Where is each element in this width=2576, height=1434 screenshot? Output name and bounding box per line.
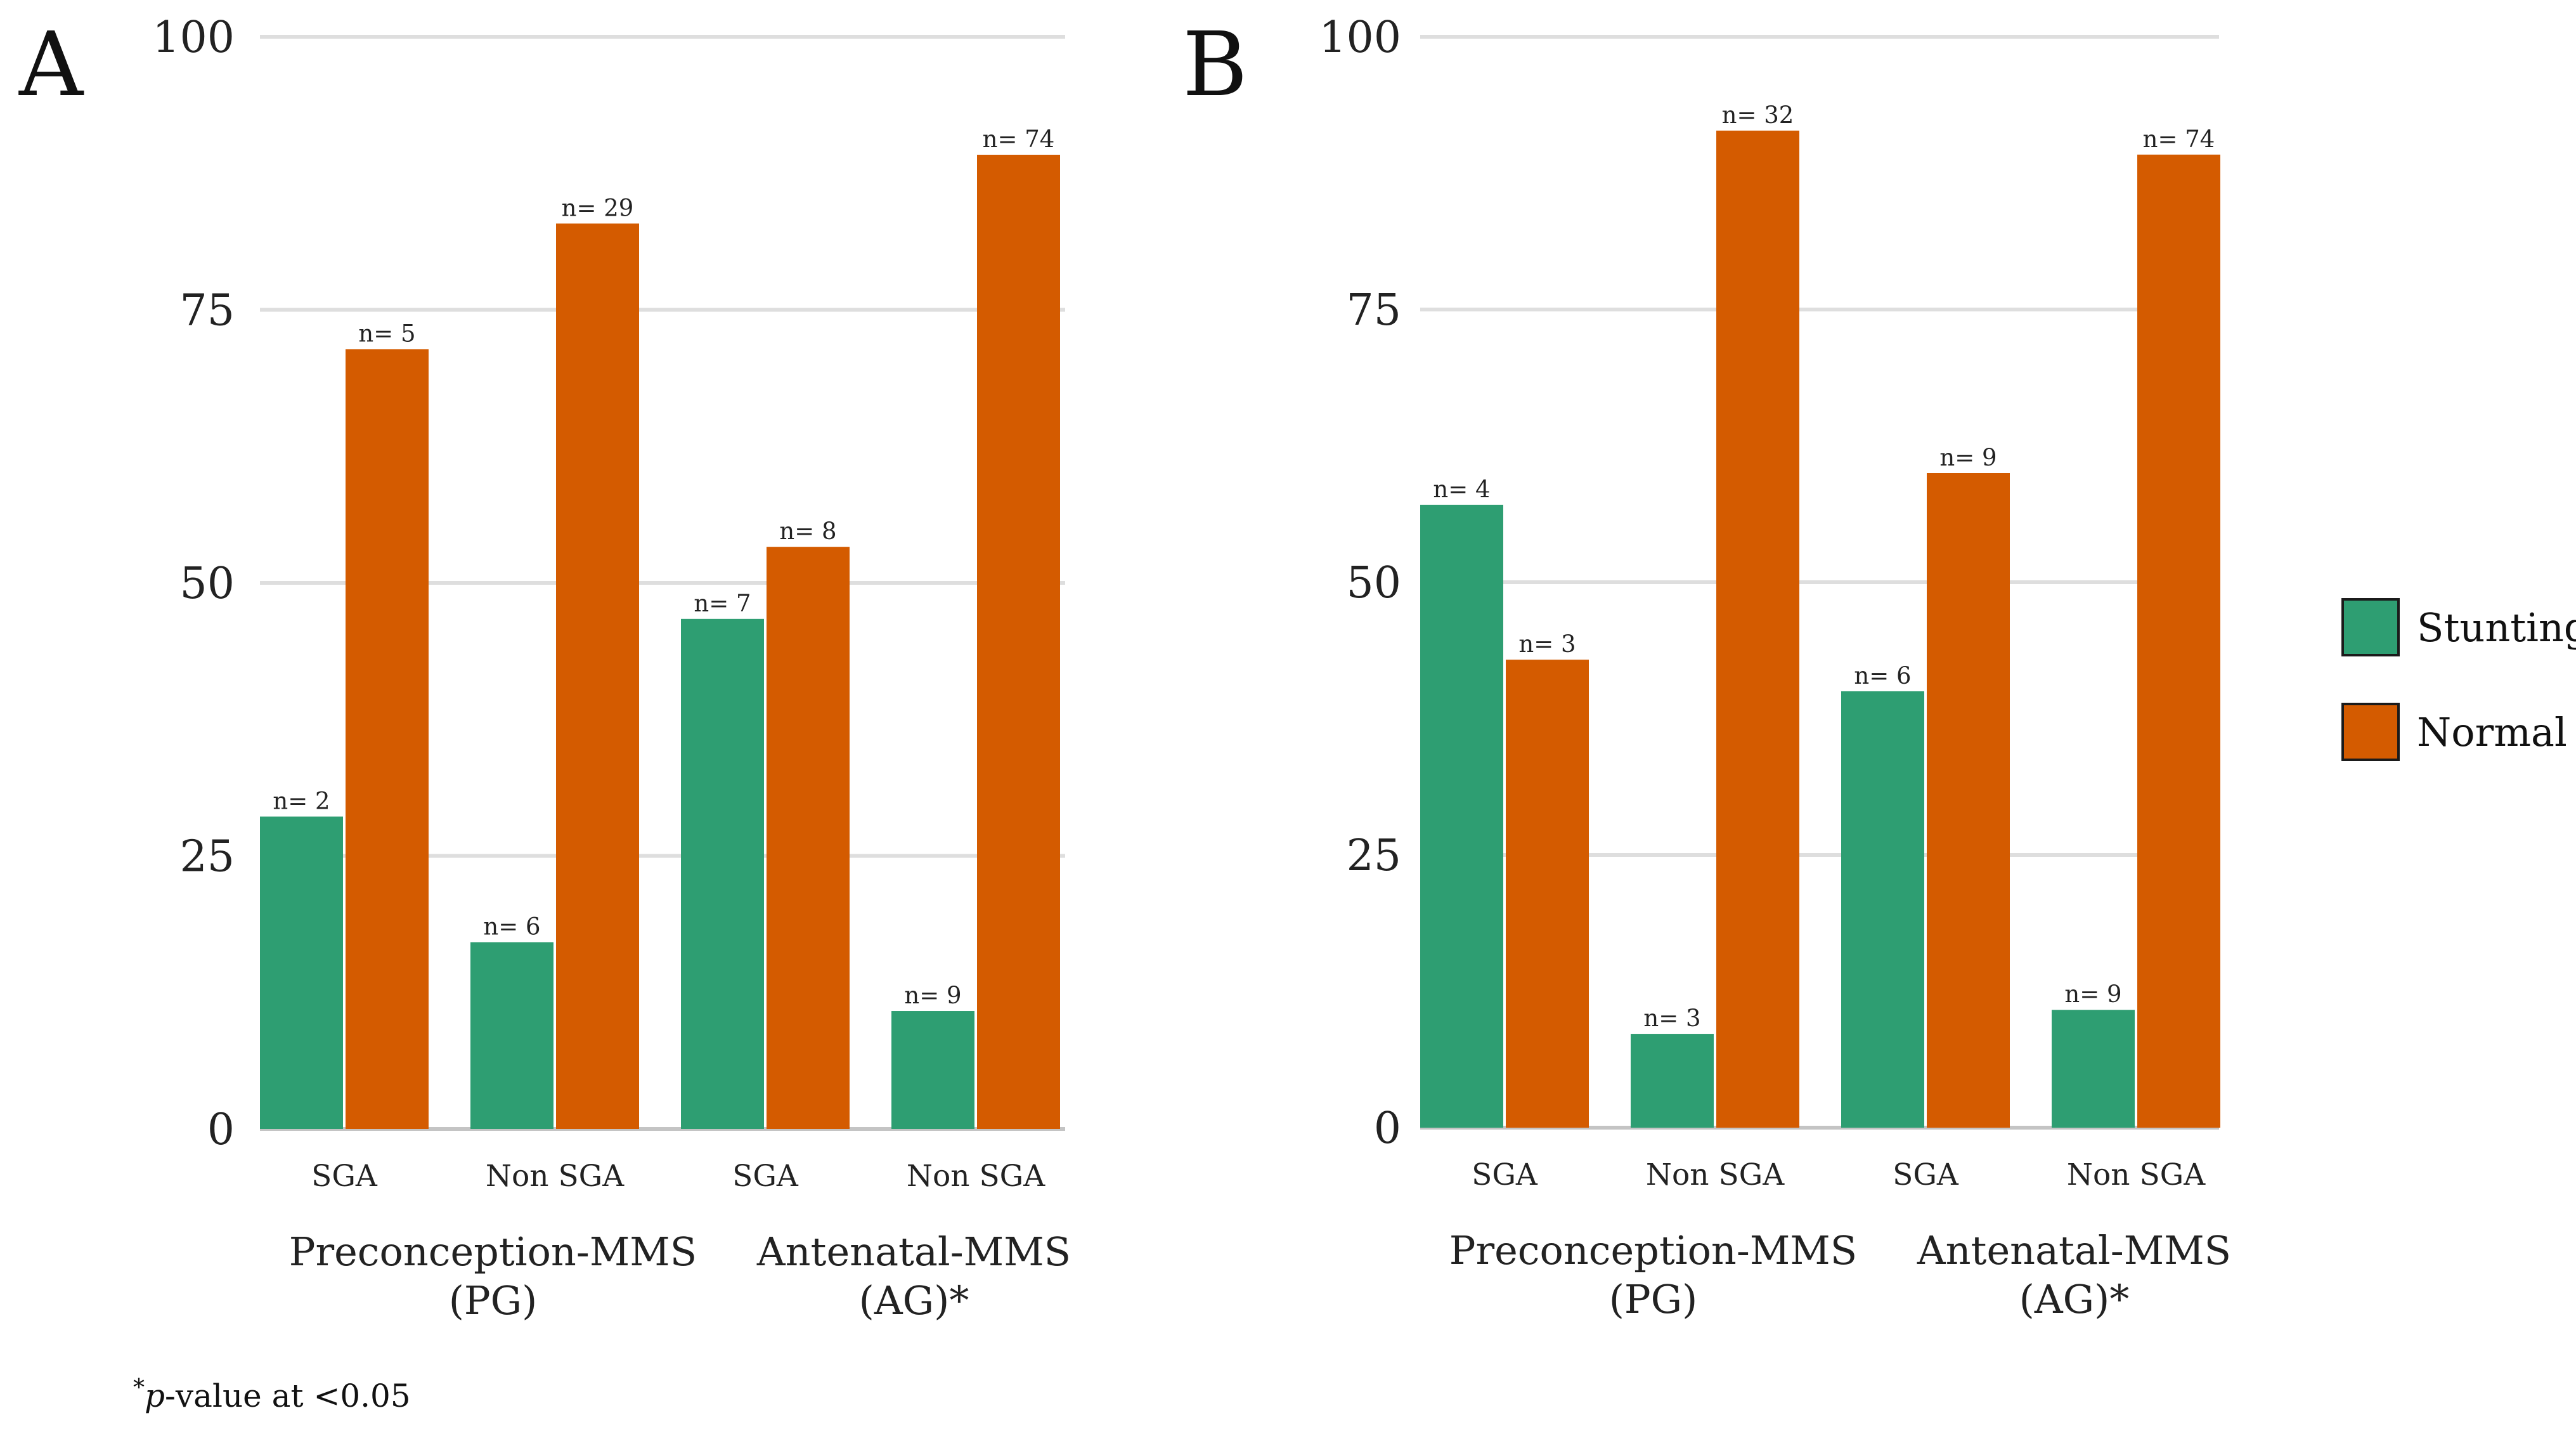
footnote-star: * bbox=[133, 1375, 145, 1401]
group-label: (AG)* bbox=[859, 1277, 969, 1324]
bar-count-label: n= 3 bbox=[1518, 630, 1576, 658]
bar-stunting bbox=[470, 942, 553, 1129]
bar-count-label: n= 29 bbox=[562, 194, 634, 221]
bar-stunting bbox=[2052, 1010, 2135, 1128]
group-label: Preconception-MMS bbox=[289, 1229, 697, 1275]
bar-normal bbox=[767, 547, 850, 1129]
bar-count-label: n= 9 bbox=[1939, 444, 1997, 471]
group-label: Antenatal-MMS bbox=[756, 1229, 1071, 1275]
legend-swatch-normal bbox=[2341, 703, 2400, 761]
bar-count-label: n= 4 bbox=[1433, 476, 1490, 503]
bar-stunting bbox=[260, 816, 343, 1129]
bar-count-label: n= 9 bbox=[2064, 981, 2121, 1008]
x-category-label: SGA bbox=[1893, 1157, 1959, 1192]
legend: Stunting Normal bbox=[2341, 598, 2576, 761]
y-tick-label: 25 bbox=[179, 832, 235, 882]
bar-count-label: n= 7 bbox=[694, 590, 751, 617]
bar-count-label: n= 6 bbox=[483, 913, 540, 941]
panel-label: B bbox=[1182, 13, 1248, 117]
group-label: (PG) bbox=[1609, 1276, 1698, 1322]
x-category-label: Non SGA bbox=[1646, 1157, 1785, 1192]
group-label: (PG) bbox=[449, 1277, 538, 1324]
footnote-p: p bbox=[145, 1378, 165, 1414]
panel-label: A bbox=[18, 13, 84, 117]
y-tick-label: 25 bbox=[1346, 831, 1401, 881]
bar-stunting bbox=[1841, 691, 1924, 1128]
x-category-label: Non SGA bbox=[2067, 1157, 2206, 1192]
bar-count-label: n= 74 bbox=[983, 126, 1055, 153]
bar-normal bbox=[556, 223, 639, 1129]
bar-stunting bbox=[1420, 504, 1503, 1128]
x-category-label: SGA bbox=[1472, 1157, 1538, 1192]
x-category-label: SGA bbox=[732, 1159, 799, 1194]
bar-stunting bbox=[891, 1011, 974, 1129]
y-tick-label: 50 bbox=[1346, 558, 1401, 608]
bar-normal bbox=[2137, 154, 2220, 1128]
bar-count-label: n= 9 bbox=[904, 982, 961, 1009]
bar-count-label: n= 6 bbox=[1854, 662, 1911, 689]
panel-a: A 0 25 50 75 100 n= 2 n= 5 SGA n= 6 n= 29 Non SGA n=… bbox=[18, 13, 1071, 1324]
y-tick-label: 75 bbox=[1346, 285, 1401, 336]
y-tick-label: 75 bbox=[179, 286, 235, 336]
bar-normal bbox=[1716, 130, 1799, 1128]
bar-count-label: n= 32 bbox=[1722, 101, 1794, 129]
y-tick-label: 100 bbox=[1319, 13, 1401, 63]
legend-label-normal: Normal bbox=[2417, 709, 2567, 755]
y-tick-label: 50 bbox=[179, 559, 235, 609]
bar-count-label: n= 74 bbox=[2143, 126, 2215, 153]
y-tick-label: 0 bbox=[1374, 1104, 1401, 1154]
bar-count-label: n= 3 bbox=[1643, 1005, 1700, 1032]
bar-normal bbox=[977, 154, 1060, 1130]
bar-normal bbox=[346, 349, 429, 1130]
group-label: Preconception-MMS bbox=[1449, 1227, 1858, 1274]
group-label: Antenatal-MMS bbox=[1917, 1227, 2231, 1274]
y-tick-label: 0 bbox=[207, 1105, 235, 1155]
legend-label-stunting: Stunting bbox=[2417, 604, 2576, 651]
bar-count-label: n= 2 bbox=[273, 788, 330, 815]
bar-count-label: n= 8 bbox=[779, 518, 836, 545]
x-category-label: SGA bbox=[311, 1159, 378, 1194]
footnote: *p-value at <0.05 bbox=[133, 1375, 411, 1414]
group-label: (AG)* bbox=[2019, 1276, 2130, 1322]
x-category-label: Non SGA bbox=[907, 1159, 1045, 1194]
bar-stunting bbox=[1631, 1034, 1714, 1128]
legend-swatch-stunting bbox=[2341, 598, 2400, 656]
bar-count-label: n= 5 bbox=[358, 320, 415, 347]
footnote-rest: -value at <0.05 bbox=[165, 1378, 411, 1414]
y-tick-label: 100 bbox=[152, 13, 235, 63]
bar-normal bbox=[1506, 660, 1589, 1128]
panel-b: B 0 25 50 75 100 n= 4 n= 3 SGA n= 3 n= 32 Non SGA n=… bbox=[1182, 13, 2231, 1322]
x-category-label: Non SGA bbox=[486, 1159, 625, 1194]
bar-stunting bbox=[681, 618, 764, 1129]
bar-normal bbox=[1927, 473, 2010, 1128]
